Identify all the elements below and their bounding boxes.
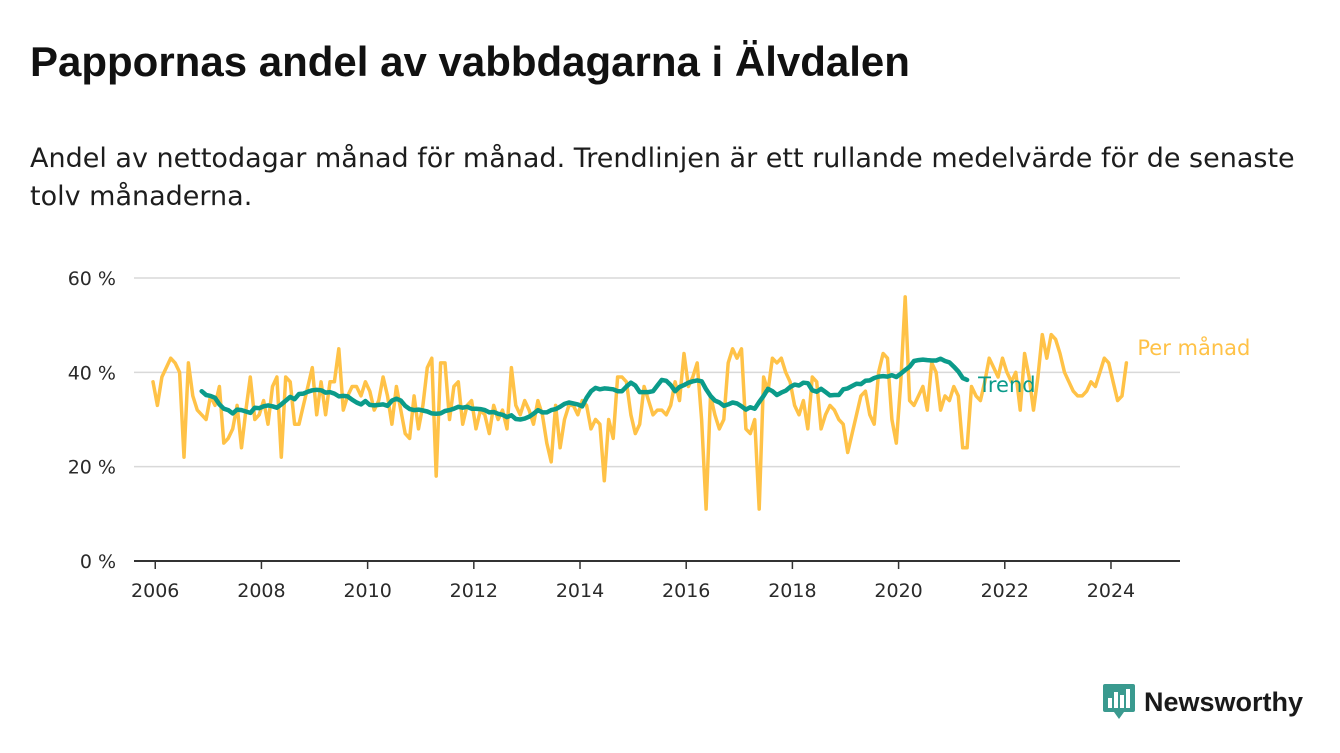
bar-chart-badge-icon (1103, 684, 1135, 719)
legend-label-trend: Trend (977, 373, 1035, 397)
x-tick-label: 2022 (981, 580, 1029, 602)
y-tick-label: 40 % (68, 362, 116, 384)
x-tick-label: 2018 (768, 580, 816, 602)
x-tick-label: 2006 (131, 580, 179, 602)
x-tick-label: 2014 (556, 580, 604, 602)
chart-subtitle: Andel av nettodagar månad för månad. Tre… (30, 143, 1295, 212)
y-tick-label: 0 % (80, 551, 116, 573)
y-axis-labels: 0 % 20 % 40 % 60 % (68, 268, 116, 573)
x-tick-label: 2008 (237, 580, 285, 602)
x-axis: 2006 2008 2010 2012 2014 2016 2018 2020 2022 2024 (131, 560, 1180, 602)
x-tick-label: 2012 (450, 580, 498, 602)
y-tick-label: 60 % (68, 268, 116, 290)
legend: Per månad Trend (977, 335, 1250, 397)
chart-title: Pappornas andel av vabbdagarna i Älvdale… (30, 38, 910, 85)
x-tick-label: 2020 (874, 580, 922, 602)
brand-name: Newsworthy (1144, 686, 1304, 717)
legend-label-monthly: Per månad (1137, 335, 1250, 360)
trend-line (199, 356, 970, 422)
newsworthy-logo: Newsworthy (1102, 684, 1303, 720)
series-lines (151, 295, 1129, 511)
x-tick-label: 2016 (662, 580, 710, 602)
x-tick-label: 2024 (1087, 580, 1135, 602)
monthly-line (151, 295, 1129, 511)
x-tick-label: 2010 (343, 580, 391, 602)
y-tick-label: 20 % (68, 457, 116, 479)
